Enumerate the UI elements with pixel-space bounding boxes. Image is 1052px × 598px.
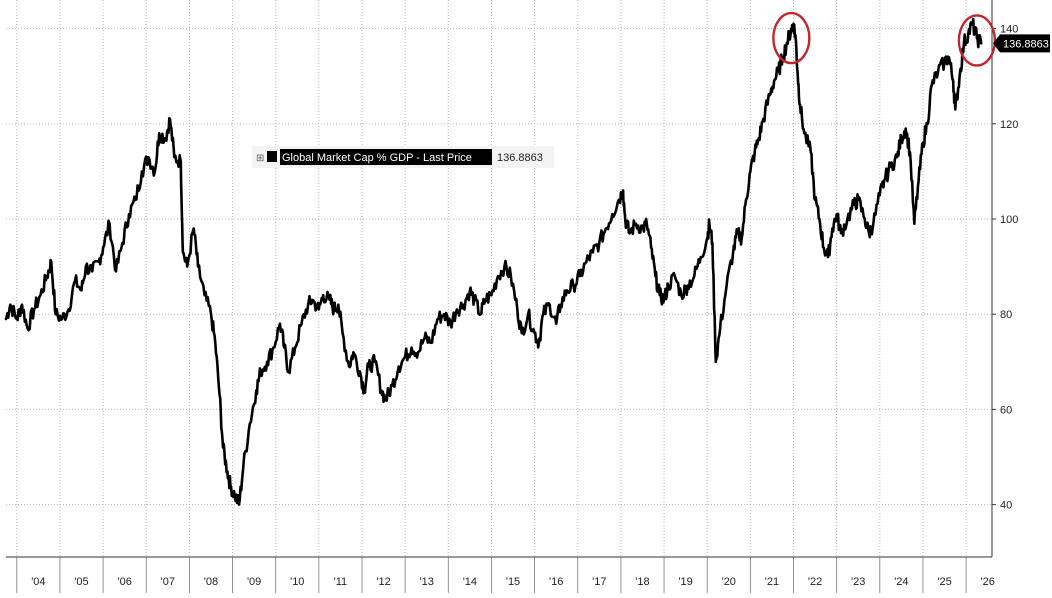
xtick-label-2014: '14 — [463, 576, 477, 588]
highlight-circle-2 — [957, 14, 997, 67]
xtick-label-2013: '13 — [420, 576, 434, 588]
xtick-label-2011: '11 — [334, 576, 348, 588]
xtick-label-2022: '22 — [808, 576, 822, 588]
legend-label-highlight — [280, 149, 492, 165]
x-axis-ticks: '04 '05 '06 '07 '08 '09 '10 '11 '12 '13 '14 '15 '16 '… — [16, 557, 995, 593]
xtick-label-2018: '18 — [635, 576, 649, 588]
xtick-label-2012: '12 — [376, 576, 390, 588]
highlight-circle-1 — [772, 11, 811, 65]
legend-value: 136.8863 — [497, 152, 543, 164]
legend-expand-icon[interactable]: ⊞ — [256, 153, 264, 164]
ytick-label-120: 120 — [1000, 119, 1018, 131]
xtick-label-2010: '10 — [290, 576, 304, 588]
xtick-label-2021: '21 — [765, 576, 779, 588]
highlight-circles — [772, 11, 997, 67]
xtick-label-2009: '09 — [247, 576, 261, 588]
xtick-label-2005: '05 — [74, 576, 88, 588]
last-value-label: 136.8863 — [1003, 38, 1049, 50]
xtick-label-2004: '04 — [31, 576, 45, 588]
last-value-shape — [993, 34, 1050, 53]
xtick-label-2017: '17 — [592, 576, 606, 588]
xtick-label-2008: '08 — [204, 576, 218, 588]
xtick-label-2024: '24 — [894, 576, 908, 588]
legend-label: Global Market Cap % GDP - Last Price — [282, 152, 472, 164]
xtick-label-2016: '16 — [549, 576, 563, 588]
xtick-label-2006: '06 — [117, 576, 131, 588]
ytick-label-80: 80 — [1000, 309, 1012, 321]
last-value-tag: 136.8863 — [993, 34, 1050, 53]
y-axis-ticks: 40 60 80 100 120 140 — [992, 24, 1018, 512]
xtick-label-2020: '20 — [722, 576, 736, 588]
legend-swatch — [267, 151, 277, 162]
xtick-label-2007: '07 — [161, 576, 175, 588]
xtick-label-2015: '15 — [506, 576, 520, 588]
ytick-label-140: 140 — [1000, 24, 1018, 36]
horizontal-gridlines — [6, 28, 992, 506]
xtick-label-2025: '25 — [937, 576, 951, 588]
series-line — [4, 17, 983, 506]
xtick-label-2026: '26 — [981, 576, 995, 588]
xtick-label-2023: '23 — [851, 576, 865, 588]
xtick-label-2019: '19 — [678, 576, 692, 588]
ytick-label-60: 60 — [1000, 404, 1012, 416]
ytick-label-100: 100 — [1000, 214, 1018, 226]
legend: ⊞ Global Market Cap % GDP - Last Price 1… — [252, 146, 554, 168]
ytick-label-40: 40 — [1000, 500, 1012, 512]
